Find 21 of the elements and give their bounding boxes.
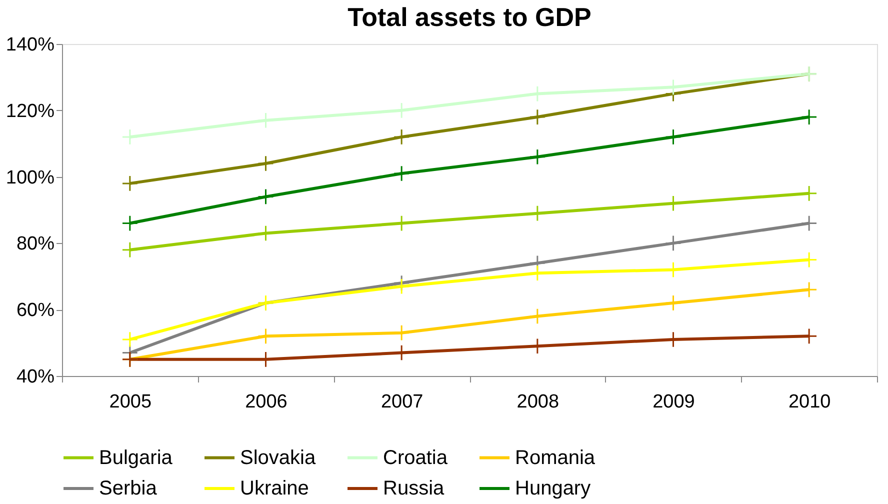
x-tick-label: 2005 (109, 392, 152, 412)
legend-label: Slovakia (240, 446, 316, 469)
x-tick-label: 2007 (380, 392, 424, 412)
legend-label: Serbia (99, 478, 158, 500)
chart-title: Total assets to GDP (348, 2, 592, 32)
legend-label: Romania (515, 446, 596, 469)
legend-label: Croatia (383, 446, 448, 469)
x-tick-label: 2006 (245, 392, 288, 412)
legend-label: Ukraine (240, 478, 309, 500)
x-tick-label: 2010 (788, 392, 831, 412)
y-tick-label: 100% (6, 167, 55, 188)
legend-label: Hungary (515, 478, 591, 500)
legend-label: Bulgaria (99, 446, 174, 469)
x-tick-label: 2009 (652, 392, 695, 412)
y-tick-label: 140% (6, 34, 55, 56)
y-tick-label: 80% (16, 234, 55, 255)
legend-label: Russia (383, 478, 446, 500)
x-tick-label: 2008 (516, 392, 560, 412)
y-tick-label: 120% (6, 100, 55, 122)
y-tick-label: 40% (16, 366, 55, 388)
y-tick-label: 60% (16, 300, 55, 322)
